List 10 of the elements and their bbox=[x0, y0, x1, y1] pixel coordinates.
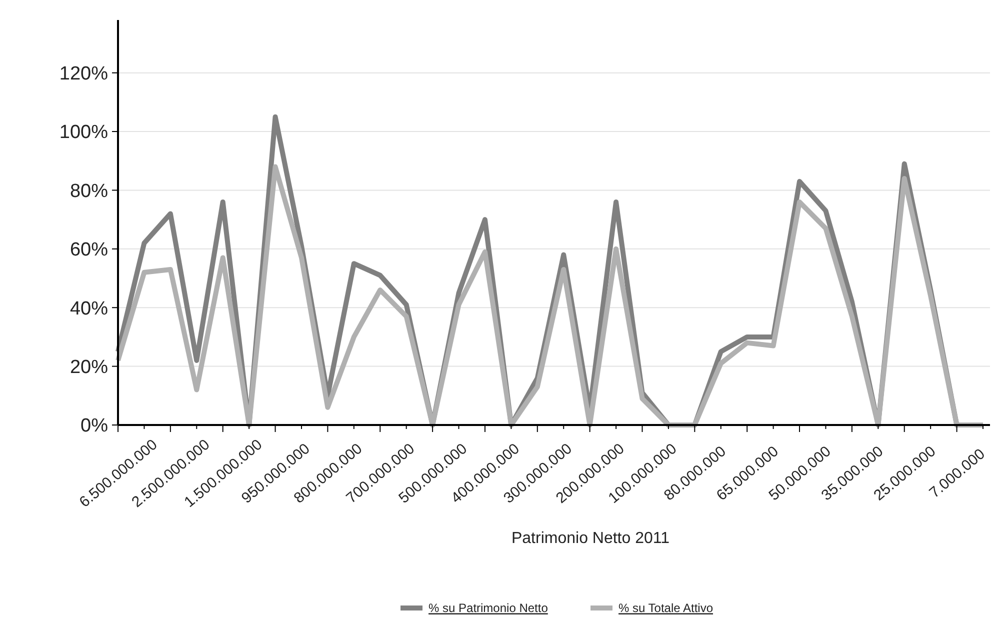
y-tick-label: 80% bbox=[70, 180, 108, 202]
y-tick-label: 20% bbox=[70, 356, 108, 378]
y-tick-label: 100% bbox=[59, 122, 108, 144]
y-tick-label: 120% bbox=[59, 63, 108, 84]
y-tick-label: 0% bbox=[80, 416, 108, 437]
legend-label: % su Patrimonio Netto bbox=[428, 601, 548, 616]
y-tick-label: 60% bbox=[70, 240, 108, 261]
x-axis-title: Patrimonio Netto 2011 bbox=[511, 530, 670, 547]
y-tick-label: 40% bbox=[70, 298, 108, 320]
legend-label: % su Totale Attivo bbox=[618, 601, 714, 616]
